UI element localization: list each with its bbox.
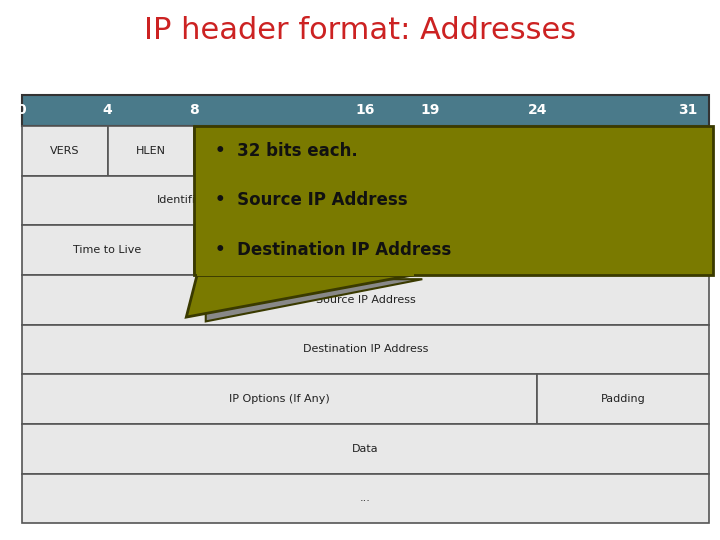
Text: Data: Data	[352, 444, 379, 454]
FancyBboxPatch shape	[194, 126, 365, 176]
FancyBboxPatch shape	[194, 126, 713, 275]
Text: Destination IP Address: Destination IP Address	[302, 345, 428, 354]
Polygon shape	[206, 279, 423, 321]
FancyBboxPatch shape	[22, 94, 709, 126]
Text: Time to Live: Time to Live	[73, 245, 142, 255]
FancyBboxPatch shape	[22, 374, 537, 424]
Text: Fragment Offset: Fragment Offset	[524, 195, 615, 205]
Text: HLEN: HLEN	[135, 146, 166, 156]
FancyBboxPatch shape	[22, 275, 709, 325]
FancyBboxPatch shape	[365, 225, 709, 275]
Text: 24: 24	[528, 103, 547, 117]
FancyBboxPatch shape	[22, 225, 194, 275]
FancyBboxPatch shape	[22, 126, 107, 176]
FancyBboxPatch shape	[537, 374, 709, 424]
Text: Source IP Address: Source IP Address	[315, 295, 415, 305]
Text: Protocol: Protocol	[257, 245, 302, 255]
FancyBboxPatch shape	[197, 271, 414, 276]
Text: 16: 16	[356, 103, 375, 117]
FancyBboxPatch shape	[22, 176, 365, 225]
Text: •  Destination IP Address: • Destination IP Address	[215, 241, 451, 259]
Text: 4: 4	[103, 103, 112, 117]
FancyBboxPatch shape	[430, 176, 709, 225]
Text: IP header format: Addresses: IP header format: Addresses	[144, 16, 576, 45]
FancyBboxPatch shape	[22, 474, 709, 523]
Polygon shape	[186, 275, 414, 317]
FancyBboxPatch shape	[194, 225, 365, 275]
Text: Flags: Flags	[383, 195, 413, 205]
Text: Header Checksum: Header Checksum	[486, 245, 588, 255]
Text: 31: 31	[678, 103, 698, 117]
Text: 19: 19	[420, 103, 439, 117]
Text: VERS: VERS	[50, 146, 79, 156]
Text: 0: 0	[17, 103, 27, 117]
Text: •  32 bits each.: • 32 bits each.	[215, 141, 358, 160]
Text: 8: 8	[189, 103, 199, 117]
Text: IP Options (If Any): IP Options (If Any)	[229, 394, 330, 404]
Text: Total Length: Total Length	[503, 146, 572, 156]
FancyBboxPatch shape	[22, 325, 709, 374]
Text: •  Source IP Address: • Source IP Address	[215, 191, 408, 210]
Text: Padding: Padding	[601, 394, 646, 404]
Text: Service Type: Service Type	[244, 146, 315, 156]
FancyBboxPatch shape	[107, 126, 194, 176]
FancyBboxPatch shape	[22, 424, 709, 474]
Text: Identification: Identification	[157, 195, 230, 205]
FancyBboxPatch shape	[365, 176, 430, 225]
FancyBboxPatch shape	[365, 126, 709, 176]
Text: ...: ...	[360, 494, 371, 503]
